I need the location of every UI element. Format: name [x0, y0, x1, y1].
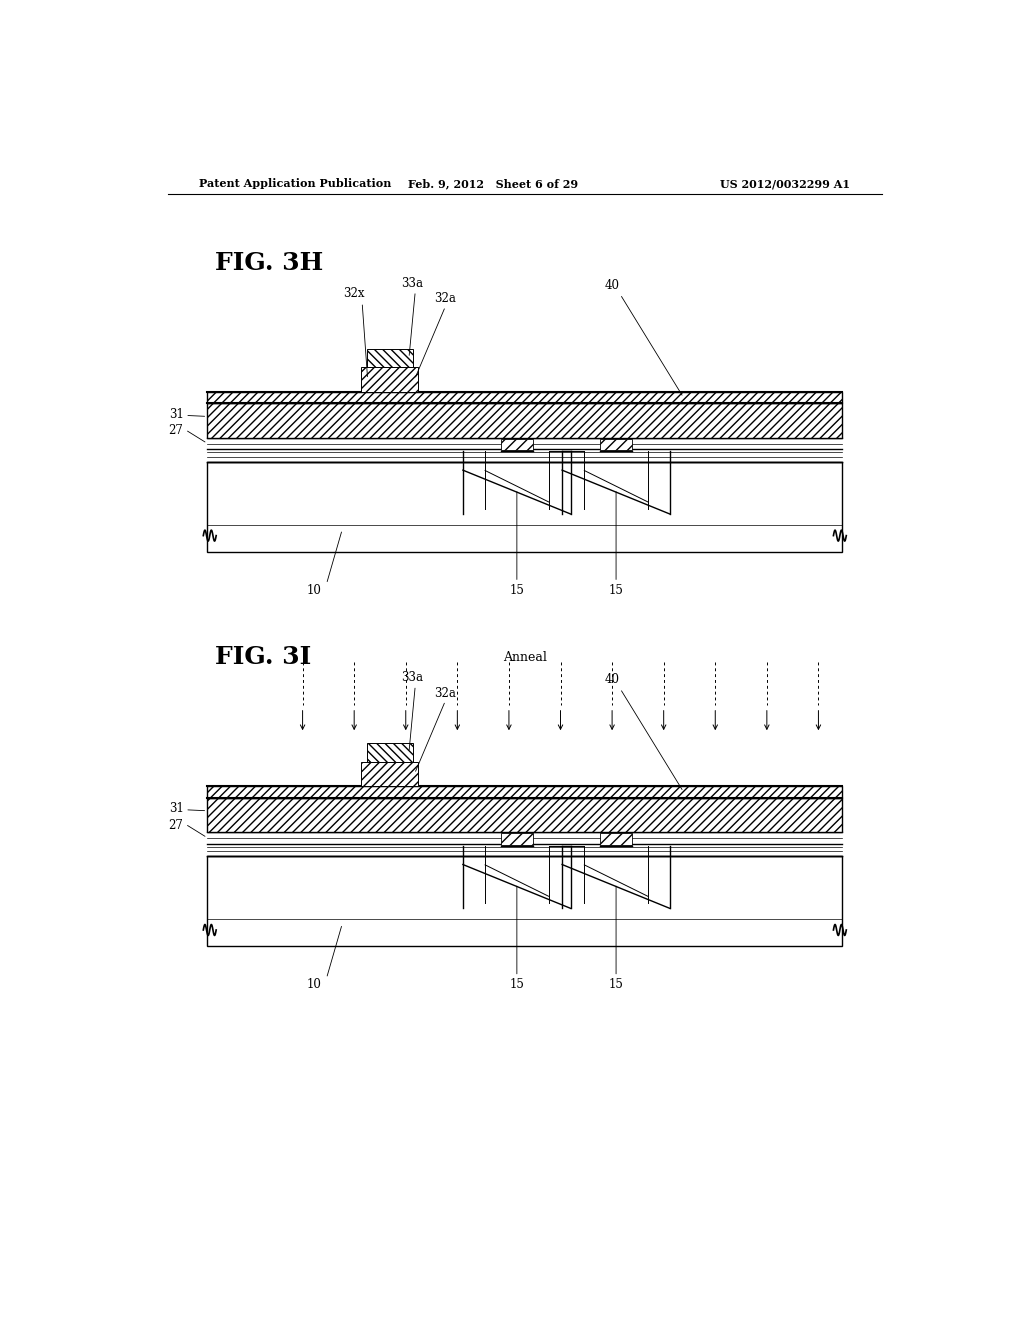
Bar: [207, 392, 843, 404]
Text: US 2012/0032299 A1: US 2012/0032299 A1: [720, 178, 850, 189]
Text: 31: 31: [169, 408, 183, 421]
Bar: [501, 438, 532, 450]
Bar: [207, 857, 843, 946]
Text: 10: 10: [307, 978, 322, 991]
Bar: [361, 367, 419, 392]
Text: 15: 15: [509, 583, 524, 597]
Text: 15: 15: [509, 978, 524, 991]
Text: Patent Application Publication: Patent Application Publication: [200, 178, 392, 189]
Bar: [600, 833, 632, 845]
Bar: [207, 797, 843, 832]
Bar: [207, 462, 843, 552]
Bar: [501, 833, 532, 845]
Text: 31: 31: [169, 803, 183, 816]
Bar: [600, 438, 632, 450]
Text: FIG. 3I: FIG. 3I: [215, 645, 311, 669]
Text: 40: 40: [604, 673, 620, 686]
Bar: [361, 762, 419, 785]
Text: Feb. 9, 2012   Sheet 6 of 29: Feb. 9, 2012 Sheet 6 of 29: [408, 178, 579, 189]
Text: 33a: 33a: [401, 672, 423, 684]
Text: 40: 40: [604, 279, 620, 292]
Text: 10: 10: [307, 583, 322, 597]
Text: 32a: 32a: [434, 292, 457, 305]
Text: 32x: 32x: [343, 288, 365, 300]
Text: 33a: 33a: [401, 277, 423, 290]
Text: 15: 15: [608, 978, 624, 991]
Bar: [367, 348, 413, 367]
Text: 27: 27: [169, 818, 183, 832]
Bar: [367, 743, 413, 762]
Bar: [207, 785, 843, 797]
Text: 32a: 32a: [434, 686, 457, 700]
Text: FIG. 3H: FIG. 3H: [215, 251, 324, 275]
Text: Anneal: Anneal: [503, 652, 547, 664]
Text: 15: 15: [608, 583, 624, 597]
Text: 27: 27: [169, 424, 183, 437]
Bar: [207, 404, 843, 437]
